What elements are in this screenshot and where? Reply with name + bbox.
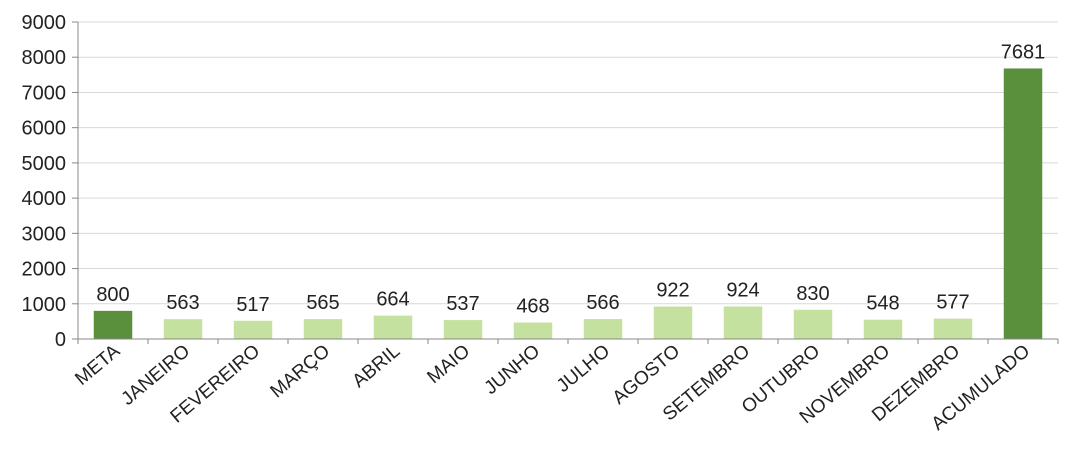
data-label-agosto: 922 <box>656 280 689 302</box>
y-axis-tick-labels: 0 1000 2000 3000 4000 5000 6000 7000 8000 9000 <box>22 12 67 351</box>
bar-acumulado <box>1003 68 1043 339</box>
bar-abril <box>373 315 413 339</box>
axes <box>72 21 1059 344</box>
data-labels: 800 563 517 565 664 537 468 566 922 924 830 548 577 7… <box>96 41 1045 317</box>
grid-lines <box>78 21 1058 305</box>
y-tick-label: 3000 <box>22 223 67 245</box>
data-label-janeiro: 563 <box>166 292 199 314</box>
y-tick-label: 9000 <box>22 12 67 34</box>
bar-agosto <box>653 306 693 339</box>
bar-setembro <box>723 306 763 339</box>
data-label-outubro: 830 <box>796 283 829 305</box>
bar-janeiro <box>163 319 203 339</box>
bar-meta <box>93 310 133 339</box>
data-label-meta: 800 <box>96 284 129 306</box>
x-tick-label-abril: ABRIL <box>349 341 405 392</box>
bar-outubro <box>793 309 833 339</box>
data-label-abril: 664 <box>376 289 409 311</box>
bar-maio <box>443 320 483 339</box>
data-label-maio: 537 <box>446 293 479 315</box>
y-tick-label: 4000 <box>22 188 67 210</box>
y-tick-label: 5000 <box>22 153 67 175</box>
data-label-acumulado: 7681 <box>1001 41 1046 63</box>
y-tick-label: 0 <box>55 329 66 351</box>
y-tick-label: 6000 <box>22 118 67 140</box>
data-label-setembro: 924 <box>726 279 759 301</box>
x-tick-label-julho: JULHO <box>553 341 614 397</box>
data-label-março: 565 <box>306 292 339 314</box>
bar-março <box>303 319 343 339</box>
bars <box>93 68 1043 339</box>
x-tick-label-março: MARÇO <box>267 341 335 403</box>
bar-dezembro <box>933 318 973 339</box>
y-tick-label: 7000 <box>22 82 67 104</box>
data-label-julho: 566 <box>586 292 619 314</box>
x-tick-label-maio: MAIO <box>424 341 475 388</box>
data-label-dezembro: 577 <box>936 292 969 314</box>
x-tick-label-meta: META <box>71 341 124 390</box>
y-tick-label: 2000 <box>22 259 67 281</box>
bar-novembro <box>863 319 903 339</box>
data-label-fevereiro: 517 <box>236 294 269 316</box>
x-tick-label-junho: JUNHO <box>481 341 545 399</box>
bar-fevereiro <box>233 320 273 339</box>
y-tick-label: 8000 <box>22 47 67 69</box>
data-label-novembro: 548 <box>866 293 899 315</box>
y-tick-label: 1000 <box>22 294 67 316</box>
bar-junho <box>513 322 553 339</box>
data-label-junho: 468 <box>516 296 549 318</box>
bar-julho <box>583 319 623 339</box>
